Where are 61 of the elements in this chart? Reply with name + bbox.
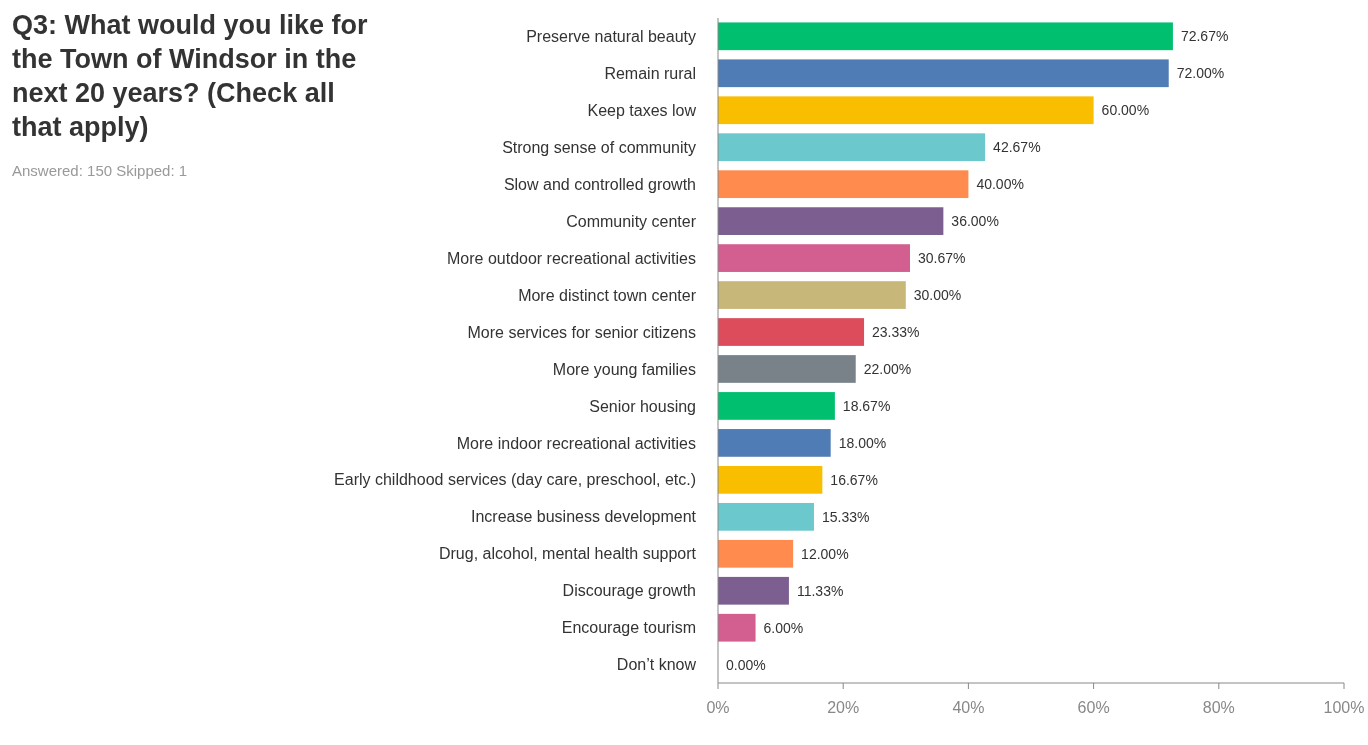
data-label: 72.00% <box>1176 65 1225 82</box>
y-tick-label: Senior housing <box>589 397 696 415</box>
bar <box>718 318 865 346</box>
data-label: 30.00% <box>913 286 962 303</box>
bar <box>718 133 986 162</box>
y-tick-label: Keep taxes low <box>587 101 697 119</box>
x-tick-label: 0% <box>706 699 730 716</box>
x-tick-label: 20% <box>827 699 860 716</box>
bar <box>718 207 944 235</box>
y-tick-label: More outdoor recreational activities <box>446 249 696 267</box>
bar <box>718 59 1169 88</box>
data-label: 22.00% <box>863 360 912 377</box>
data-label: 16.67% <box>830 471 878 488</box>
y-tick-label: Drug, alcohol, mental health support <box>438 545 697 563</box>
y-tick-label: Early childhood services (day care, preschool, etc.) <box>334 471 696 489</box>
bar <box>718 502 814 531</box>
text: Q3: What would you like for the Town of Windsor in the next 20 years? (Check all that apply) <box>12 10 368 142</box>
y-tick-label: More services for senior citizens <box>467 323 696 341</box>
x-tick-label: 40% <box>952 699 985 716</box>
bar <box>718 281 906 309</box>
bar <box>718 355 856 383</box>
data-label: 15.33% <box>821 508 870 525</box>
data-label: 18.67% <box>842 397 891 414</box>
bar <box>718 576 789 605</box>
bar <box>718 244 910 272</box>
data-label: 30.67% <box>917 249 966 266</box>
y-tick-label: More indoor recreational activities <box>456 434 696 452</box>
data-label: 18.00% <box>838 434 887 451</box>
y-tick-label: More distinct town center <box>518 286 697 304</box>
data-label: 0.00% <box>726 656 766 673</box>
bar <box>718 392 835 420</box>
y-tick-label: Don’t know <box>616 656 697 674</box>
data-label: 11.33% <box>796 582 844 599</box>
y-tick-label: Remain rural <box>604 64 696 82</box>
data-label: 42.67% <box>993 139 1041 156</box>
data-label: 6.00% <box>763 619 804 636</box>
data-label: 23.33% <box>872 323 920 340</box>
y-tick-label: Encourage tourism <box>561 619 696 637</box>
bar <box>718 429 831 457</box>
bar <box>718 96 1094 125</box>
data-label: 36.00% <box>951 213 999 230</box>
data-label: 72.67% <box>1180 28 1229 45</box>
y-tick-label: Increase business development <box>470 508 697 526</box>
bar <box>718 539 794 568</box>
bar <box>718 613 756 642</box>
text: Answered: 150 Skipped: 1 <box>12 162 188 179</box>
x-tick-label: 60% <box>1077 699 1110 716</box>
y-tick-label: Strong sense of community <box>502 138 696 156</box>
bar <box>718 466 823 494</box>
bar <box>718 22 1173 51</box>
data-label: 12.00% <box>801 545 849 562</box>
y-tick-label: More young families <box>552 360 696 378</box>
y-tick-label: Discourage growth <box>562 582 696 600</box>
y-tick-label: Slow and controlled growth <box>503 175 696 193</box>
y-tick-label: Preserve natural beauty <box>526 27 696 45</box>
data-label: 60.00% <box>1101 102 1150 119</box>
bar <box>718 170 969 199</box>
y-tick-label: Community center <box>566 212 697 230</box>
x-tick-label: 100% <box>1323 699 1365 716</box>
data-label: 40.00% <box>976 176 1024 193</box>
x-tick-label: 80% <box>1202 699 1235 716</box>
